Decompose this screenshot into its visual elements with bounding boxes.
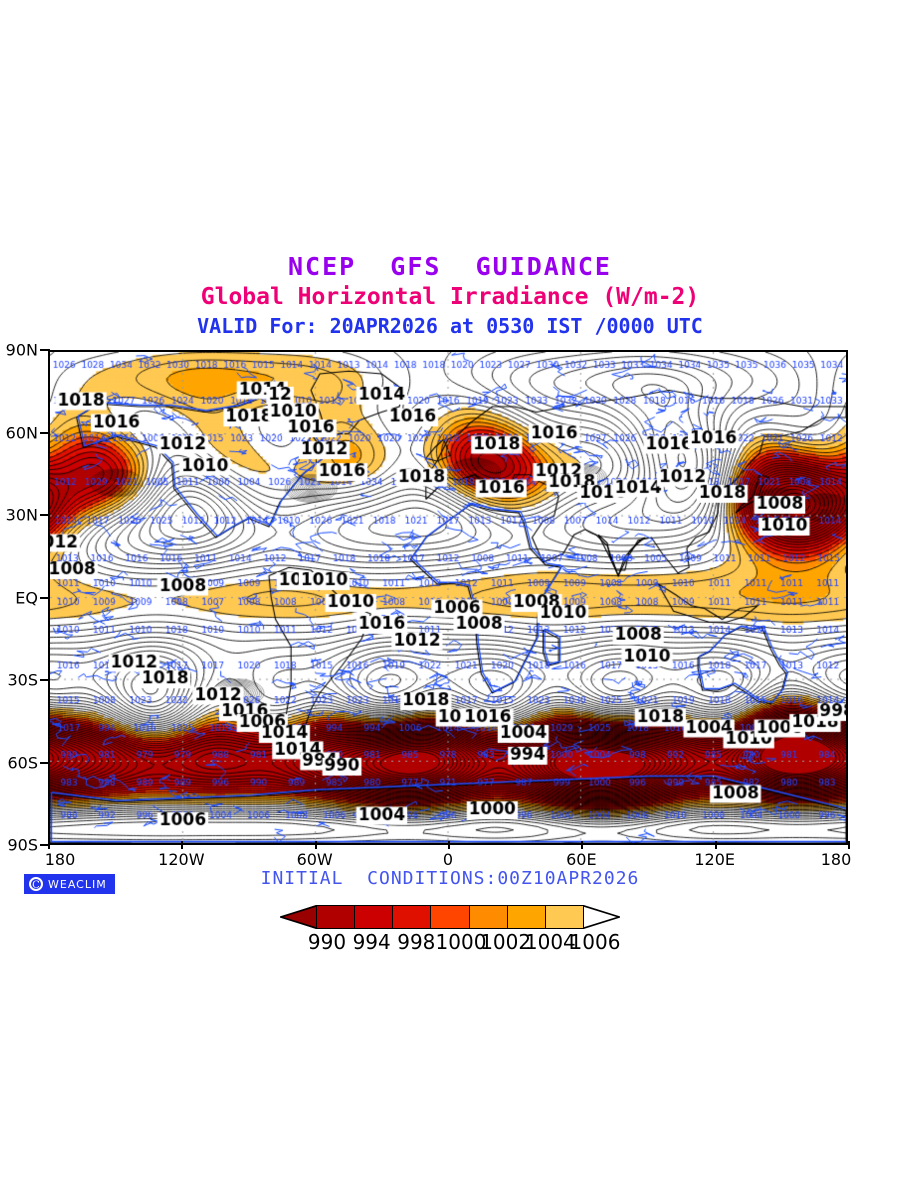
longitude-tick-mark bbox=[714, 841, 717, 849]
colorbar-tick-labels: 990 994 998 1000 1002 1004 1006 bbox=[280, 930, 621, 954]
longitude-tick-mark bbox=[848, 841, 850, 849]
colorbar-tick-label: 994 bbox=[352, 930, 391, 954]
title-line-model: NCEP GFS GUIDANCE bbox=[288, 252, 612, 281]
latitude-tick-mark bbox=[40, 431, 50, 434]
logo-label: WEACLIM bbox=[48, 877, 107, 891]
colorbar-cell bbox=[393, 906, 432, 928]
colorbar-section: 990 994 998 1000 1002 1004 1006 bbox=[0, 905, 900, 954]
colorbar-over-arrow bbox=[584, 905, 620, 929]
colorbar-tick-label: 1006 bbox=[569, 930, 621, 954]
colorbar-cell bbox=[317, 906, 356, 928]
longitude-tick-mark bbox=[314, 841, 317, 849]
longitude-tick-label: 120E bbox=[694, 850, 735, 869]
colorbar-tick-label: 998 bbox=[397, 930, 436, 954]
colorbar-tick-label: 1004 bbox=[524, 930, 576, 954]
longitude-tick-label: 0 bbox=[442, 850, 454, 869]
longitude-tick-mark bbox=[181, 841, 184, 849]
latitude-tick-label: 30N bbox=[5, 505, 38, 525]
initial-conditions-label: INITIAL CONDITIONS:00Z10APR2026 bbox=[260, 868, 640, 889]
latitude-tick-label: 30S bbox=[7, 670, 38, 690]
map-contour-canvas bbox=[50, 352, 846, 843]
longitude-tick-label: 60W bbox=[296, 850, 333, 869]
latitude-tick-mark bbox=[40, 844, 50, 846]
longitude-tick-mark bbox=[48, 841, 50, 849]
latitude-tick-mark bbox=[40, 514, 50, 516]
title-line-variable: Global Horizontal Irradiance (W/m-2) bbox=[200, 284, 700, 310]
chart-title-block: NCEP GFS GUIDANCE Global Horizontal Irra… bbox=[0, 252, 900, 340]
longitude-tick-label: 180 bbox=[820, 850, 852, 869]
latitude-tick-label: EQ bbox=[15, 588, 38, 607]
colorbar-tick-label: 1002 bbox=[480, 930, 532, 954]
colorbar-cell bbox=[355, 906, 394, 928]
colorbar-tick-label: 990 bbox=[307, 930, 347, 954]
longitude-tick-label: 60E bbox=[566, 850, 597, 869]
latitude-tick-mark bbox=[40, 596, 50, 599]
world-pressure-map[interactable] bbox=[48, 350, 848, 845]
latitude-tick-label: 60S bbox=[7, 753, 38, 772]
longitude-tick-label: 180 bbox=[44, 850, 76, 869]
latitude-tick-mark bbox=[40, 679, 50, 681]
latitude-tick-mark bbox=[40, 349, 50, 351]
longitude-tick-label: 120W bbox=[158, 850, 205, 869]
colorbar-cell bbox=[469, 906, 508, 928]
latitude-tick-label: 90S bbox=[7, 835, 38, 855]
weaclim-logo[interactable]: C WEACLIM bbox=[24, 874, 115, 894]
longitude-tick-mark bbox=[448, 841, 450, 849]
longitude-axis: 180 120W 60W 0 60E 120E 180 bbox=[44, 841, 851, 871]
colorbar-right-outline-icon bbox=[583, 905, 620, 929]
colorbar-tick-label: 1000 bbox=[435, 930, 487, 954]
colorbar-cell bbox=[431, 906, 470, 928]
latitude-tick-label: 60N bbox=[5, 423, 38, 442]
colorbar-cell bbox=[545, 906, 583, 928]
colorbar bbox=[280, 905, 620, 929]
colorbar-cells bbox=[316, 905, 584, 929]
title-line-valid-time: VALID For: 20APR2026 at 0530 IST /0000 U… bbox=[197, 314, 703, 338]
copyright-icon: C bbox=[29, 877, 43, 891]
colorbar-cell bbox=[507, 906, 546, 928]
colorbar-left-outline-icon bbox=[280, 905, 317, 929]
colorbar-under-arrow bbox=[280, 905, 316, 929]
latitude-tick-label: 90N bbox=[5, 340, 38, 360]
latitude-tick-mark bbox=[40, 761, 50, 764]
latitude-axis: 90N 60N 30N EQ 30S 60S 90S bbox=[0, 341, 50, 855]
longitude-tick-mark bbox=[581, 841, 584, 849]
